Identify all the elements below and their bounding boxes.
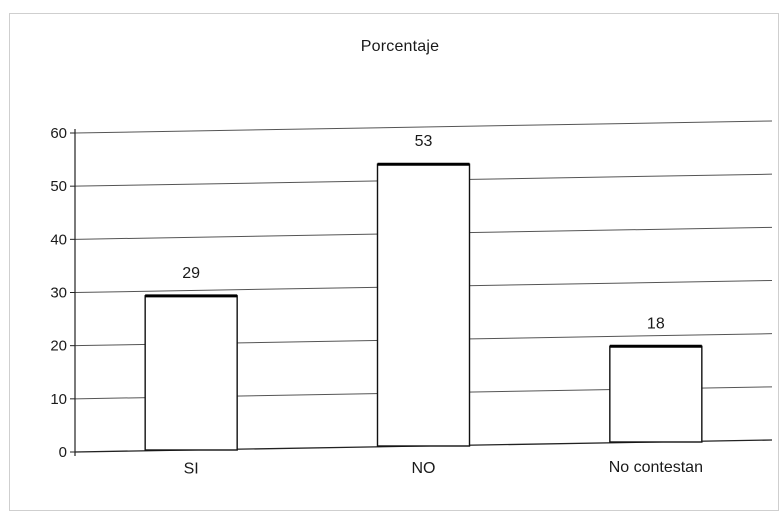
data-labels: 29 53 18 [182,133,665,332]
y-tick-label: 0 [59,444,67,461]
data-label: 18 [647,315,665,332]
x-tick-label: No contestan [609,459,703,476]
bars [144,162,703,451]
y-tick-labels: 0 10 20 30 40 50 60 [50,125,67,461]
bar-no [376,163,471,447]
axes [70,129,76,456]
bar-no-contestan [609,345,703,443]
data-label: 53 [415,133,433,150]
y-tick-label: 50 [50,178,67,195]
bar-si [144,295,238,451]
gridline [74,120,773,134]
x-tick-label: SI [184,461,199,478]
data-label: 29 [182,265,200,282]
y-tick-label: 30 [50,285,67,302]
y-tick-label: 20 [50,338,67,355]
chart-title: Porcentaje [360,38,440,55]
y-tick-label: 40 [50,231,67,248]
x-tick-labels: SI NO No contestan [184,459,703,478]
y-tick-label: 10 [50,391,67,408]
x-tick-label: NO [412,460,436,477]
y-tick-label: 60 [50,125,67,142]
